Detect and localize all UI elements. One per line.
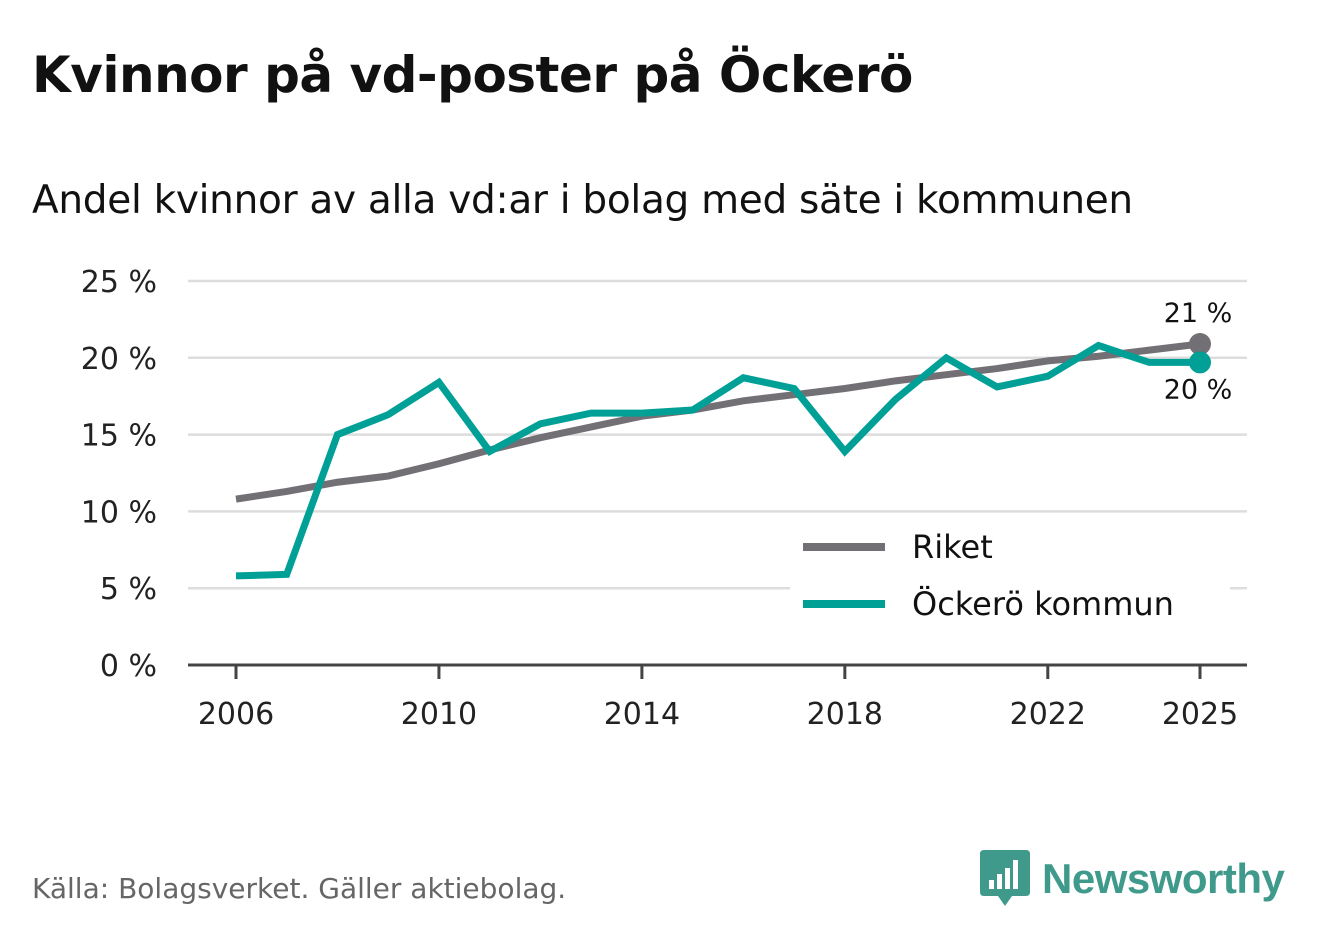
y-tick-label: 15 % <box>81 419 157 454</box>
chart-title: Kvinnor på vd-poster på Öckerö <box>32 46 913 104</box>
legend-label: Öckerö kommun <box>912 585 1174 623</box>
brand-name: Newsworthy <box>1042 855 1285 902</box>
x-axis-ticks: 2006 2010 2014 2018 2022 2025 <box>188 663 1247 732</box>
legend-background <box>790 518 1230 633</box>
x-tick-label: 2018 <box>807 697 883 732</box>
source-note: Källa: Bolagsverket. Gäller aktiebolag. <box>32 872 567 905</box>
y-tick-label: 0 % <box>100 649 157 684</box>
newsworthy-logo-icon <box>980 850 1030 906</box>
series-lines <box>235 332 1211 580</box>
x-tick-label: 2022 <box>1010 697 1086 732</box>
brand-logo: Newsworthy <box>980 850 1285 908</box>
series-line-riket <box>235 340 1201 503</box>
series-line-ockero <box>235 341 1200 580</box>
legend-label: Riket <box>912 528 993 566</box>
series-end-label: 21 % <box>1164 298 1233 329</box>
series-end-label: 20 % <box>1164 374 1233 405</box>
y-tick-label: 25 % <box>81 265 157 300</box>
y-tick-label: 20 % <box>81 342 157 377</box>
y-axis-ticks: 0 % 5 % 10 % 15 % 20 % 25 % <box>81 265 157 684</box>
chart-subtitle: Andel kvinnor av alla vd:ar i bolag med … <box>32 178 1133 223</box>
series-end-marker <box>1189 332 1211 355</box>
y-tick-label: 5 % <box>100 572 157 607</box>
x-tick-label: 2025 <box>1162 697 1238 732</box>
y-tick-label: 10 % <box>81 495 157 530</box>
x-tick-label: 2006 <box>198 697 274 732</box>
end-labels: 21 % 20 % <box>1164 298 1233 405</box>
x-tick-label: 2014 <box>604 697 680 732</box>
series-end-marker <box>1189 351 1211 374</box>
legend: Riket Öckerö kommun <box>790 518 1230 633</box>
x-tick-label: 2010 <box>401 697 477 732</box>
